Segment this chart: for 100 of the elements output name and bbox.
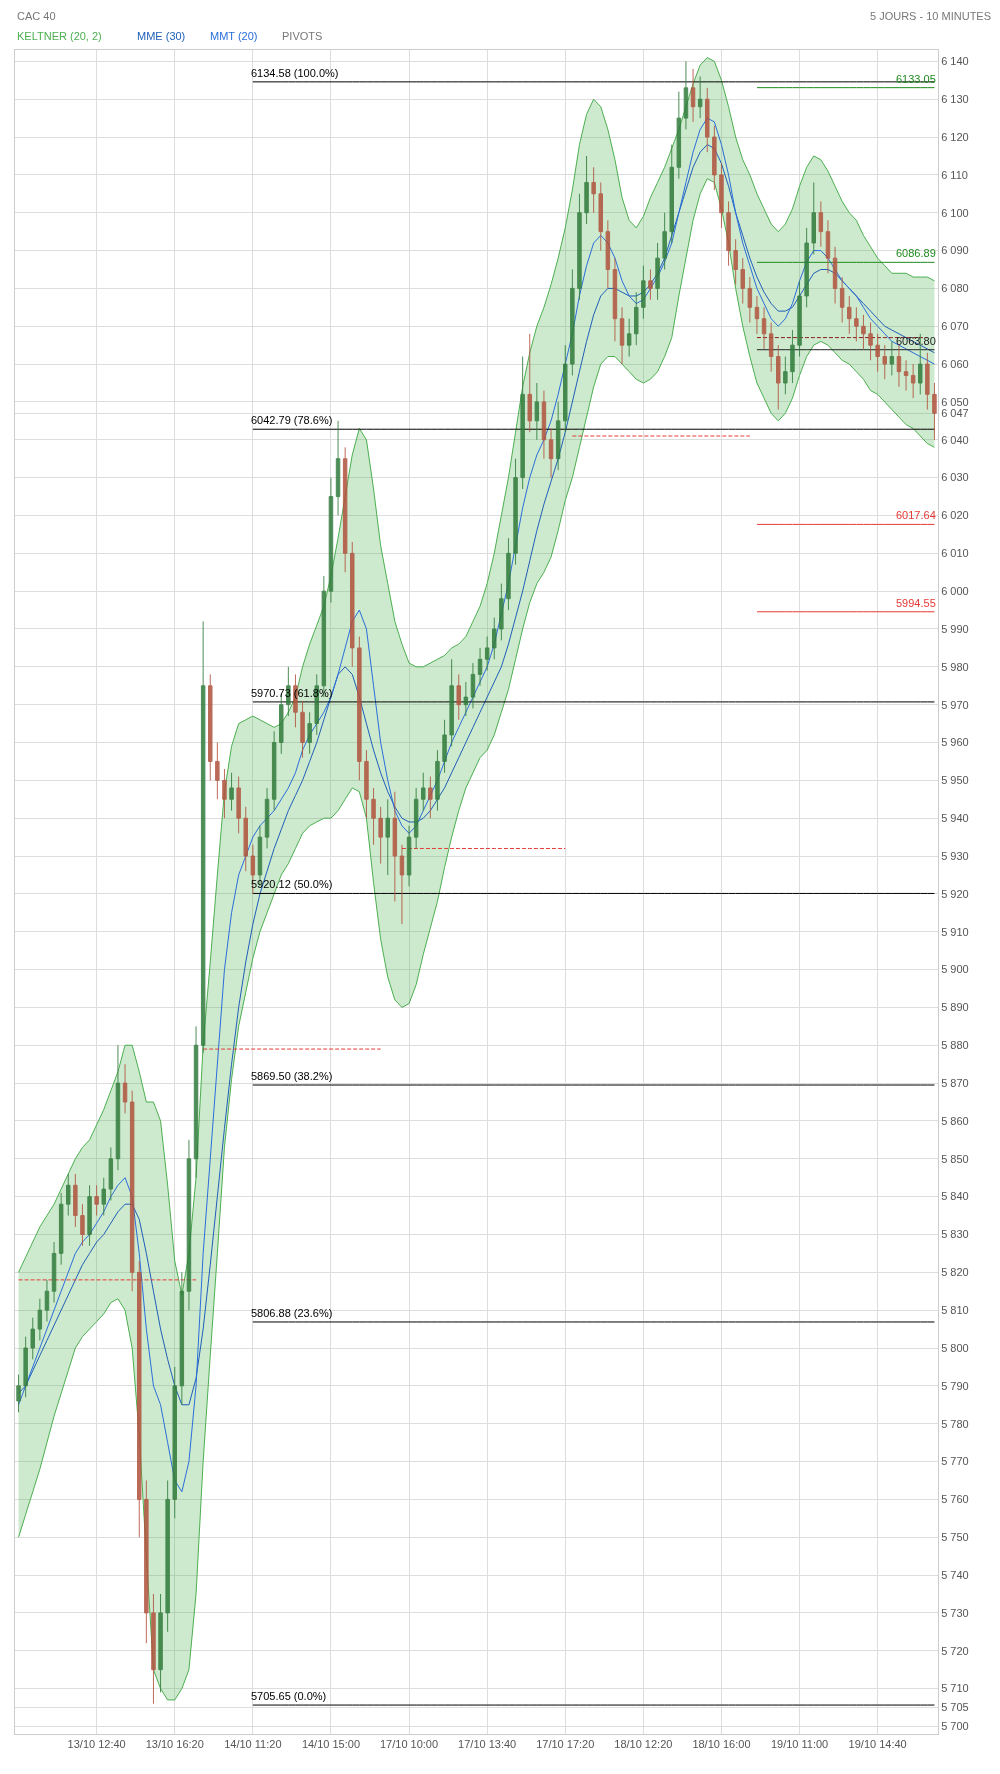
candlestick xyxy=(499,583,504,641)
y-tick-label: 6 060 xyxy=(941,357,969,370)
y-tick-label: 5 740 xyxy=(941,1568,969,1581)
candlestick xyxy=(598,181,603,252)
candlestick xyxy=(697,75,703,119)
text: MME (30) xyxy=(137,30,186,42)
candlestick xyxy=(520,356,525,490)
candlestick xyxy=(364,749,369,819)
candlestick xyxy=(584,155,589,225)
candlestick xyxy=(463,681,469,717)
candlestick xyxy=(626,318,632,358)
candlestick xyxy=(790,329,795,384)
candlestick xyxy=(442,719,447,774)
candlestick xyxy=(733,238,738,286)
candlestick xyxy=(797,280,802,358)
y-tick-label: 5 760 xyxy=(941,1493,969,1506)
candlestick xyxy=(80,1203,85,1247)
candlestick xyxy=(215,742,220,800)
series-label: 6017.64 xyxy=(896,509,936,521)
candlestick xyxy=(179,1271,185,1406)
candlestick xyxy=(87,1184,92,1247)
y-tick-label: 5 920 xyxy=(941,887,969,900)
candlestick xyxy=(577,193,582,301)
x-tick-label: 18/10 16:00 xyxy=(692,1738,751,1751)
candlestick xyxy=(712,125,717,191)
candlestick xyxy=(747,276,753,323)
y-tick-label: 5 910 xyxy=(941,925,969,938)
candlestick xyxy=(548,427,554,479)
candlestick xyxy=(634,291,639,346)
candlestick xyxy=(861,314,866,350)
candlestick xyxy=(513,458,518,566)
y-tick-label: 5 930 xyxy=(941,849,969,862)
series-label: 6134.58 (100.0%) xyxy=(251,67,339,79)
candlestick xyxy=(385,798,390,876)
candlestick xyxy=(421,772,426,812)
candlestick xyxy=(58,1192,64,1266)
y-tick-label: 6 090 xyxy=(941,244,969,257)
candlestick xyxy=(484,636,490,672)
candlestick xyxy=(683,60,689,130)
y-tick-label: 5 870 xyxy=(941,1076,969,1089)
candlestick xyxy=(676,91,682,180)
y-tick-label: 5 720 xyxy=(941,1644,969,1657)
candlestick xyxy=(563,344,568,433)
candlestick xyxy=(101,1177,106,1217)
y-tick-label: 5 850 xyxy=(941,1152,969,1165)
candlestick xyxy=(768,321,774,373)
candlestick xyxy=(477,647,483,687)
candlestick xyxy=(555,401,561,471)
y-tick-label: 6 047 xyxy=(941,407,969,420)
y-tick-label: 6 010 xyxy=(941,547,969,560)
candlestick xyxy=(804,227,809,308)
y-tick-label: 5 880 xyxy=(941,1039,969,1052)
candlestick xyxy=(144,1479,149,1644)
candlestick xyxy=(868,321,873,361)
y-tick-label: 6 020 xyxy=(941,509,969,522)
y-tick-label: 5 900 xyxy=(941,963,969,976)
candlestick xyxy=(193,1025,199,1179)
chart-subtitle: 5 JOURS - 10 MINUTES xyxy=(870,10,992,22)
candlestick xyxy=(328,477,334,603)
x-tick-label: 17/10 17:20 xyxy=(536,1738,595,1751)
y-tick-label: 5 840 xyxy=(941,1190,969,1203)
candlestick xyxy=(115,1044,121,1171)
text: PIVOTS xyxy=(282,30,323,42)
candlestick xyxy=(94,1184,99,1217)
candlestick xyxy=(129,1090,135,1292)
y-tick-label: 6 100 xyxy=(941,206,969,219)
candlestick xyxy=(335,420,341,516)
candlestick xyxy=(229,772,234,812)
candlestick xyxy=(271,730,277,812)
candlestick xyxy=(158,1593,163,1693)
y-tick-label: 5 800 xyxy=(941,1341,969,1354)
candlestick xyxy=(399,844,405,925)
candlestick xyxy=(222,768,227,819)
candlestick xyxy=(23,1336,28,1398)
candlestick xyxy=(16,1373,21,1413)
candlestick xyxy=(925,352,930,411)
candlestick xyxy=(165,1479,170,1633)
candlestick xyxy=(357,636,362,781)
y-tick-label: 6 120 xyxy=(941,130,969,143)
candlestick xyxy=(30,1317,35,1360)
x-tick-label: 13/10 12:40 xyxy=(67,1738,126,1751)
candlestick xyxy=(896,344,902,388)
candlestick xyxy=(825,219,831,274)
candlestick xyxy=(726,200,731,267)
y-tick-label: 5 860 xyxy=(941,1114,969,1127)
candlestick xyxy=(44,1279,50,1323)
candlestick xyxy=(761,306,767,350)
candlestick xyxy=(783,356,788,395)
candlestick xyxy=(449,658,454,747)
candlestick xyxy=(371,787,376,846)
candlestick xyxy=(413,787,419,849)
candlestick xyxy=(492,617,497,660)
y-tick-label: 5 750 xyxy=(941,1531,969,1544)
candlestick xyxy=(172,1366,177,1519)
candlestick xyxy=(889,340,895,376)
candlestick xyxy=(619,306,625,365)
candlestick xyxy=(875,333,880,373)
y-tick-label: 6 140 xyxy=(941,55,969,68)
y-tick-label: 5 830 xyxy=(941,1228,969,1241)
y-tick-label: 5 970 xyxy=(941,698,969,711)
